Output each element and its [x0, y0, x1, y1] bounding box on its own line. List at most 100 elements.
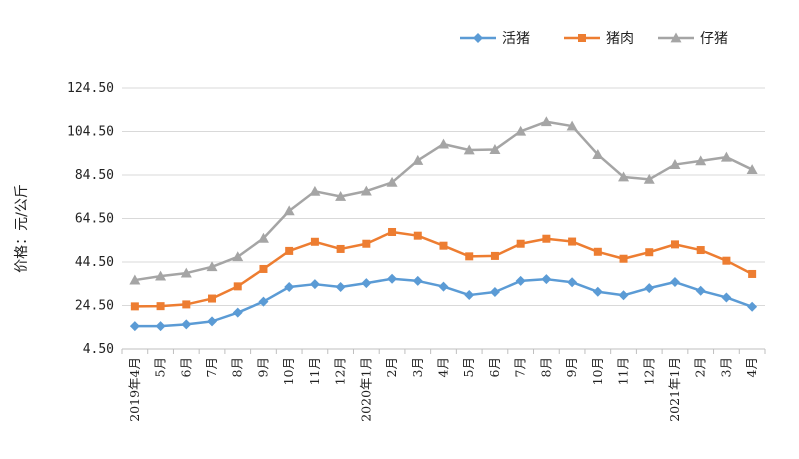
data-point — [360, 185, 372, 196]
x-tick-label: 10月 — [590, 357, 605, 385]
data-point — [309, 279, 320, 290]
x-tick-label: 8月 — [230, 357, 245, 377]
y-tick-label: 84.50 — [75, 168, 114, 183]
legend: 活猪 猪肉 仔猪 — [460, 31, 728, 47]
data-point — [542, 234, 551, 243]
x-tick-label: 11月 — [616, 357, 631, 385]
data-point — [232, 251, 244, 262]
data-point — [285, 246, 294, 255]
x-tick-label: 2月 — [384, 357, 399, 377]
data-point — [748, 269, 757, 278]
x-tick-label: 3月 — [718, 357, 733, 377]
data-point — [722, 256, 731, 265]
x-tick-label: 12月 — [641, 357, 656, 385]
data-point — [439, 241, 448, 250]
data-point — [593, 247, 602, 256]
x-tick-label: 6月 — [487, 357, 502, 377]
data-point — [695, 285, 706, 296]
data-point — [721, 292, 732, 303]
legend-marker — [473, 33, 483, 43]
series-layer — [129, 116, 758, 332]
data-point — [567, 277, 578, 288]
data-point — [180, 267, 192, 278]
data-point — [515, 125, 527, 136]
data-point — [259, 264, 268, 273]
data-point — [182, 300, 191, 309]
data-point — [489, 144, 501, 154]
y-tick-label: 44.50 — [75, 255, 114, 270]
data-point — [618, 171, 630, 182]
legend-label: 活猪 — [502, 31, 530, 47]
data-point — [696, 246, 705, 255]
data-point — [720, 151, 732, 162]
x-tick-label: 9月 — [564, 357, 579, 377]
data-point — [747, 301, 758, 312]
legend-marker — [670, 32, 682, 43]
data-point — [643, 173, 655, 184]
data-point — [463, 144, 475, 155]
legend-entry: 仔猪 — [658, 31, 728, 47]
x-tick-label: 3月 — [410, 357, 425, 377]
data-point — [412, 275, 423, 286]
data-point — [645, 248, 654, 257]
x-tick-label: 7月 — [513, 357, 528, 377]
x-tick-label: 8月 — [538, 357, 553, 377]
data-point — [207, 316, 218, 327]
data-point — [155, 321, 166, 332]
data-point — [566, 120, 578, 131]
x-tick-label: 5月 — [153, 357, 168, 377]
data-point — [438, 281, 449, 292]
data-point — [516, 239, 525, 248]
data-point — [130, 302, 139, 311]
axes: 4.50 24.50 44.50 64.50 84.50 104.50 124.50 2019… — [67, 81, 766, 422]
gridlines — [122, 87, 765, 306]
data-point — [568, 237, 577, 246]
data-point — [489, 287, 500, 298]
y-tick-label: 24.50 — [75, 299, 114, 314]
data-point — [129, 274, 141, 285]
data-point — [362, 239, 371, 248]
data-point — [335, 282, 346, 293]
data-point — [283, 205, 295, 216]
data-point — [670, 240, 679, 249]
data-point — [540, 116, 552, 127]
data-point — [232, 307, 243, 318]
data-point — [387, 273, 398, 284]
data-point — [361, 278, 372, 289]
y-tick-label: 124.50 — [67, 81, 114, 96]
data-point — [465, 252, 474, 261]
data-point — [413, 231, 422, 240]
x-tick-label: 2020年1月 — [358, 357, 373, 422]
data-point — [515, 275, 526, 286]
data-point — [644, 283, 655, 294]
y-axis-label: 价格：元/公斤 — [14, 184, 30, 273]
series-2 — [130, 227, 757, 311]
data-point — [206, 261, 218, 272]
data-point — [412, 154, 424, 165]
data-point — [618, 290, 629, 301]
data-point — [284, 282, 295, 293]
x-tick-label: 10月 — [281, 357, 296, 385]
legend-label: 仔猪 — [700, 31, 728, 47]
data-point — [669, 159, 681, 169]
x-tick-label: 12月 — [333, 357, 348, 385]
x-tick-label: 5月 — [461, 357, 476, 377]
data-point — [619, 254, 628, 263]
data-point — [335, 191, 347, 201]
legend-marker — [578, 34, 586, 42]
data-point — [181, 319, 192, 330]
data-point — [386, 176, 398, 187]
data-point — [592, 286, 603, 297]
x-tick-label: 9月 — [255, 357, 270, 377]
y-tick-label: 64.50 — [75, 212, 114, 227]
x-tick-label: 11月 — [307, 357, 322, 385]
data-point — [310, 237, 319, 246]
data-point — [155, 270, 167, 281]
y-tick-label: 4.50 — [83, 342, 114, 357]
x-tick-label: 6月 — [178, 357, 193, 377]
data-point — [490, 251, 499, 260]
data-point — [309, 185, 321, 196]
data-point — [257, 232, 269, 243]
series-3 — [129, 116, 758, 285]
